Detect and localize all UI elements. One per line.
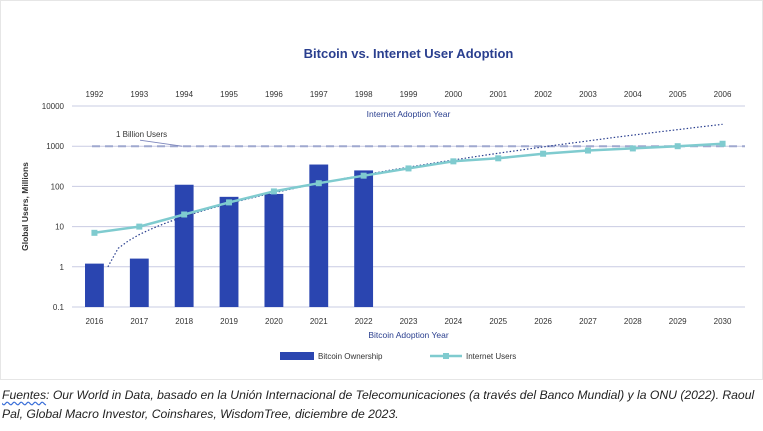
source-note: Fuentes: Our World in Data, basado en la… bbox=[2, 386, 760, 423]
y-tick-label-10: 10 bbox=[55, 223, 64, 232]
y-tick-label-0.1: 0.1 bbox=[53, 303, 65, 312]
source-label: Fuentes bbox=[2, 388, 47, 402]
x-bottom-tick-2030: 2030 bbox=[714, 317, 732, 326]
legend-swatch-internet-marker bbox=[443, 353, 449, 359]
internet-users-point-2017 bbox=[136, 223, 143, 230]
x-bottom-tick-2025: 2025 bbox=[489, 317, 507, 326]
bar-2017 bbox=[129, 258, 149, 307]
x-top-tick-1996: 1996 bbox=[265, 90, 283, 99]
x-top-tick-2003: 2003 bbox=[579, 90, 597, 99]
y-tick-label-1: 1 bbox=[60, 263, 65, 272]
x-bottom-tick-2017: 2017 bbox=[130, 317, 148, 326]
x-bottom-tick-2024: 2024 bbox=[444, 317, 462, 326]
x-top-tick-1997: 1997 bbox=[310, 90, 328, 99]
y-tick-label-100: 100 bbox=[51, 182, 65, 191]
internet-users-point-2023 bbox=[405, 165, 412, 172]
x-top-tick-1999: 1999 bbox=[400, 90, 418, 99]
bar-2018 bbox=[174, 184, 194, 307]
x-bottom-axis-label: Bitcoin Adoption Year bbox=[368, 330, 449, 340]
internet-users-point-2024 bbox=[450, 158, 457, 165]
internet-users-point-2027 bbox=[584, 147, 591, 154]
x-top-tick-2006: 2006 bbox=[714, 90, 732, 99]
x-top-tick-1992: 1992 bbox=[86, 90, 104, 99]
internet-users-point-2029 bbox=[674, 143, 681, 150]
legend-label-internet: Internet Users bbox=[466, 352, 516, 361]
source-text: : Our World in Data, basado en la Unión … bbox=[2, 388, 755, 421]
x-top-tick-2000: 2000 bbox=[444, 90, 462, 99]
bar-2022 bbox=[354, 170, 374, 307]
x-top-axis-label: Internet Adoption Year bbox=[367, 109, 451, 119]
legend-swatch-bitcoin bbox=[280, 352, 314, 360]
bar-2019 bbox=[219, 196, 239, 307]
internet-users-point-2022 bbox=[360, 172, 367, 179]
x-bottom-tick-2028: 2028 bbox=[624, 317, 642, 326]
x-bottom-tick-2021: 2021 bbox=[310, 317, 328, 326]
x-top-tick-1998: 1998 bbox=[355, 90, 373, 99]
internet-users-point-2026 bbox=[540, 150, 547, 157]
x-bottom-tick-2019: 2019 bbox=[220, 317, 238, 326]
internet-users-point-2025 bbox=[495, 155, 502, 162]
y-tick-label-1000: 1000 bbox=[46, 142, 64, 151]
internet-users-point-2016 bbox=[91, 229, 98, 236]
chart-svg: Bitcoin vs. Internet User Adoption 0.1 1 10… bbox=[20, 46, 745, 361]
x-top-tick-2002: 2002 bbox=[534, 90, 552, 99]
internet-users-point-2021 bbox=[315, 180, 322, 187]
y-tick-label-10000: 10000 bbox=[42, 102, 65, 111]
x-bottom-tick-2026: 2026 bbox=[534, 317, 552, 326]
reference-line-label: 1 Billion Users bbox=[116, 130, 167, 139]
x-bottom-tick-2029: 2029 bbox=[669, 317, 687, 326]
x-bottom-tick-2018: 2018 bbox=[175, 317, 193, 326]
reference-label-pointer bbox=[139, 139, 183, 147]
bar-2021 bbox=[309, 164, 329, 307]
x-bottom-tick-2023: 2023 bbox=[400, 317, 418, 326]
legend-label-bitcoin: Bitcoin Ownership bbox=[318, 352, 383, 361]
x-bottom-tick-2027: 2027 bbox=[579, 317, 597, 326]
y-axis-label: Global Users, Millions bbox=[20, 162, 30, 251]
x-top-tick-2005: 2005 bbox=[669, 90, 687, 99]
x-bottom-tick-2022: 2022 bbox=[355, 317, 373, 326]
x-top-tick-1994: 1994 bbox=[175, 90, 193, 99]
internet-users-point-2019 bbox=[226, 199, 233, 206]
x-bottom-tick-2016: 2016 bbox=[86, 317, 104, 326]
x-top-tick-1993: 1993 bbox=[130, 90, 148, 99]
bar-2020 bbox=[264, 193, 284, 307]
internet-users-point-2020 bbox=[270, 188, 277, 195]
internet-users-point-2028 bbox=[629, 145, 636, 152]
chart-frame bbox=[0, 0, 763, 380]
x-top-tick-1995: 1995 bbox=[220, 90, 238, 99]
x-bottom-tick-2020: 2020 bbox=[265, 317, 283, 326]
chart-title: Bitcoin vs. Internet User Adoption bbox=[304, 46, 514, 61]
bar-2016 bbox=[85, 263, 104, 307]
internet-users-point-2030 bbox=[719, 140, 726, 147]
x-top-tick-2001: 2001 bbox=[489, 90, 507, 99]
x-top-tick-2004: 2004 bbox=[624, 90, 642, 99]
internet-users-point-2018 bbox=[181, 211, 188, 218]
